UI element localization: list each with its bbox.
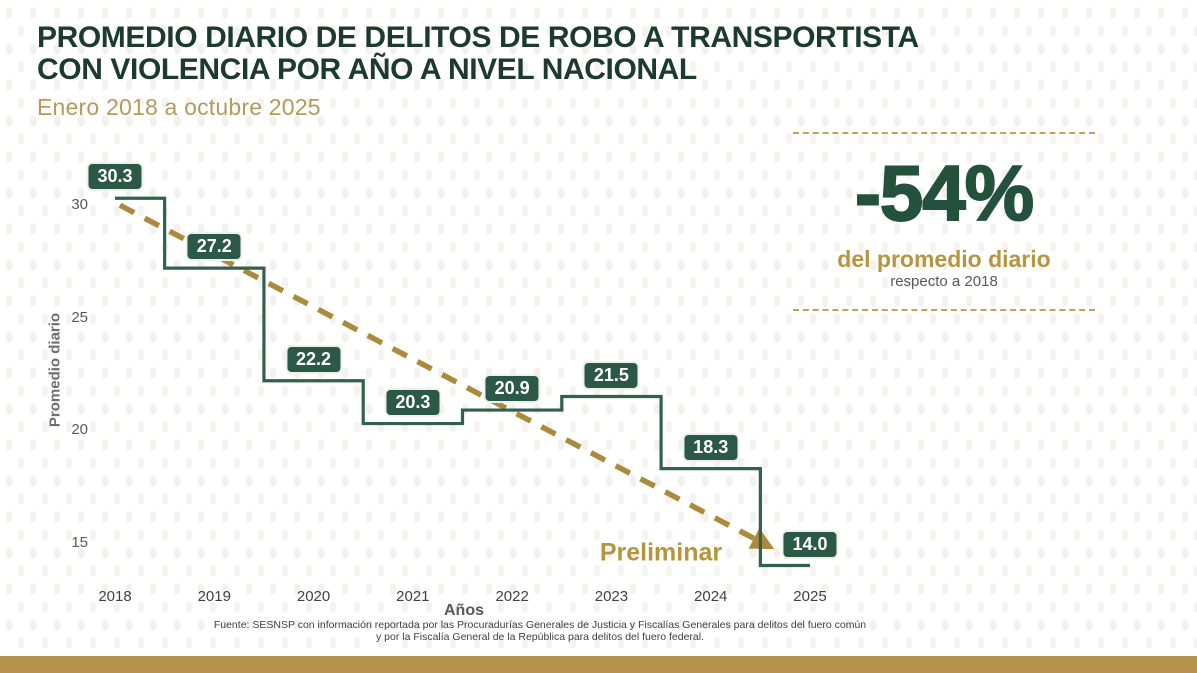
dashed-separator-top xyxy=(793,132,1095,134)
value-label: 20.3 xyxy=(384,387,442,417)
x-tick-label: 2018 xyxy=(98,588,132,605)
step-line xyxy=(115,196,810,568)
page-subtitle: Enero 2018 a octubre 2025 xyxy=(37,94,321,120)
value-label: 27.2 xyxy=(185,232,243,262)
header: PROMEDIO DIARIO DE DELITOS DE ROBO A TRA… xyxy=(37,22,997,121)
page-title: PROMEDIO DIARIO DE DELITOS DE ROBO A TRA… xyxy=(37,22,997,86)
highlight-label: del promedio diario xyxy=(837,246,1051,272)
source-note-line2: y por la Fiscalía General de la Repúblic… xyxy=(375,630,705,643)
highlight-percentage: -54% xyxy=(854,149,1035,237)
y-tick-label: 20 xyxy=(71,421,88,439)
y-axis-title: Promedio diario xyxy=(46,312,64,428)
source-note: Fuente: SESNSP con información reportada… xyxy=(140,619,940,643)
x-tick-label: 2019 xyxy=(197,588,231,605)
x-tick-label: 2022 xyxy=(495,588,529,605)
value-label: 22.2 xyxy=(285,344,343,374)
bottom-accent-bar xyxy=(0,656,1197,673)
value-label: 20.9 xyxy=(483,374,541,404)
x-tick-label: 2020 xyxy=(296,588,331,605)
y-tick-label: 25 xyxy=(71,308,88,326)
highlight-panel: -54% del promedio diario respecto a 2018 xyxy=(793,132,1095,312)
x-tick-label: 2025 xyxy=(793,588,827,605)
page-title-line1: PROMEDIO DIARIO DE DELITOS DE ROBO A TRA… xyxy=(37,21,919,54)
trend-arrow-line xyxy=(118,202,775,550)
y-tick-label: 30 xyxy=(71,196,88,213)
value-label: 14.0 xyxy=(781,529,839,559)
preliminar-annotation: Preliminar xyxy=(599,538,723,567)
x-tick-label: 2024 xyxy=(694,588,728,605)
value-label: 18.3 xyxy=(682,432,740,462)
x-tick-label: 2023 xyxy=(594,588,629,605)
value-label: 21.5 xyxy=(582,360,640,390)
source-note-line1: Fuente: SESNSP con información reportada… xyxy=(213,619,867,631)
page-title-line2: CON VIOLENCIA POR AÑO A NIVEL NACIONAL xyxy=(37,53,697,86)
x-tick-label: 2021 xyxy=(396,588,430,605)
dashed-separator-bottom xyxy=(793,309,1095,311)
highlight-sublabel: respecto a 2018 xyxy=(890,273,998,290)
value-label: 30.3 xyxy=(86,162,144,192)
x-axis-title: Años xyxy=(444,602,484,619)
y-tick-label: 15 xyxy=(71,533,88,551)
